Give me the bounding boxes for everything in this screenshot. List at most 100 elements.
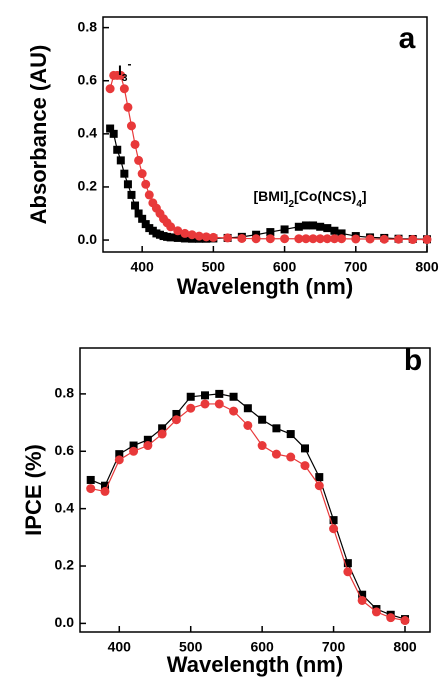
- data-point: [126, 121, 136, 131]
- x-tick-label: 400: [108, 639, 132, 655]
- data-point: [106, 124, 115, 133]
- data-point: [109, 129, 118, 138]
- x-tick-label: 600: [250, 639, 274, 655]
- data-point: [214, 399, 224, 409]
- series-label: I3-: [118, 57, 131, 84]
- data-point: [329, 234, 339, 244]
- y-tick-label: 0.6: [55, 442, 75, 458]
- data-point: [394, 234, 404, 244]
- y-tick-label: 0.0: [55, 614, 75, 630]
- x-tick-label: 500: [179, 639, 203, 655]
- data-point: [208, 232, 218, 242]
- data-point: [171, 415, 181, 425]
- data-point: [243, 404, 252, 413]
- data-point: [323, 224, 332, 233]
- y-tick-label: 0.6: [78, 71, 98, 87]
- data-point: [129, 446, 139, 456]
- data-point: [86, 475, 95, 484]
- data-point: [301, 444, 309, 453]
- data-point: [343, 567, 353, 577]
- data-point: [180, 228, 190, 238]
- series-line: [109, 128, 428, 240]
- data-point: [116, 156, 125, 165]
- y-tick-label: 0.2: [78, 178, 98, 194]
- data-point: [186, 392, 195, 401]
- data-point: [301, 234, 311, 244]
- data-point: [272, 424, 281, 433]
- data-point: [294, 222, 303, 231]
- data-point: [186, 403, 196, 413]
- x-tick-label: 700: [322, 639, 346, 655]
- data-point: [309, 221, 318, 230]
- data-point: [294, 234, 304, 244]
- data-point: [229, 392, 238, 401]
- y-axis-title: Absorbance (AU): [26, 45, 51, 225]
- data-point: [127, 190, 136, 199]
- data-point: [115, 450, 124, 459]
- data-point: [123, 102, 133, 112]
- data-point: [194, 231, 204, 241]
- x-axis-title: Wavelength (nm): [177, 274, 353, 299]
- data-point: [322, 234, 332, 244]
- data-point: [286, 452, 296, 462]
- data-point: [130, 139, 140, 149]
- data-point: [300, 461, 310, 471]
- plot-frame: [79, 347, 431, 633]
- data-point: [251, 234, 261, 244]
- data-point: [271, 449, 281, 459]
- y-tick-label: 0.8: [78, 18, 98, 34]
- x-tick-label: 600: [273, 259, 297, 275]
- data-point: [343, 559, 352, 568]
- data-point: [337, 229, 346, 238]
- data-point: [143, 435, 152, 444]
- data-point: [166, 222, 176, 232]
- y-tick-label: 0.8: [55, 385, 75, 401]
- x-tick-label: 700: [344, 259, 368, 275]
- data-point: [243, 420, 253, 430]
- data-point: [173, 233, 182, 242]
- data-point: [123, 180, 132, 189]
- data-point: [315, 473, 324, 482]
- data-point: [280, 234, 290, 244]
- data-point: [314, 481, 324, 491]
- data-point: [200, 399, 210, 409]
- data-point: [166, 233, 175, 242]
- y-tick-label: 0.4: [55, 499, 75, 515]
- x-axis-title: Wavelength (nm): [167, 652, 343, 677]
- y-tick-label: 0.0: [78, 231, 98, 247]
- data-point: [365, 234, 375, 244]
- data-point: [105, 84, 115, 94]
- y-axis-title: IPCE (%): [21, 444, 46, 536]
- data-point: [114, 455, 124, 465]
- data-point: [408, 235, 418, 245]
- data-point: [308, 234, 318, 244]
- series-label: [BMI]2[Co(NCS)4]: [253, 188, 366, 210]
- data-point: [337, 234, 347, 244]
- data-point: [351, 234, 361, 244]
- data-point: [371, 607, 381, 617]
- data-point: [422, 235, 432, 245]
- x-tick-label: 800: [393, 639, 417, 655]
- data-point: [265, 234, 275, 244]
- data-point: [280, 225, 289, 234]
- data-point: [301, 221, 310, 230]
- data-point: [134, 155, 144, 165]
- data-point: [257, 441, 267, 451]
- y-tick-label: 0.2: [55, 557, 75, 573]
- data-point: [223, 233, 233, 243]
- data-point: [266, 228, 275, 237]
- data-point: [358, 590, 367, 599]
- data-point: [258, 415, 267, 424]
- data-point: [316, 222, 325, 231]
- data-point: [286, 430, 295, 439]
- data-point: [120, 169, 129, 178]
- data-point: [315, 234, 325, 244]
- data-point: [138, 214, 147, 223]
- data-point: [400, 616, 410, 626]
- data-point: [100, 486, 110, 496]
- data-point: [357, 595, 367, 605]
- panel-letter: b: [404, 344, 422, 377]
- data-point: [119, 84, 129, 94]
- data-point: [173, 226, 183, 236]
